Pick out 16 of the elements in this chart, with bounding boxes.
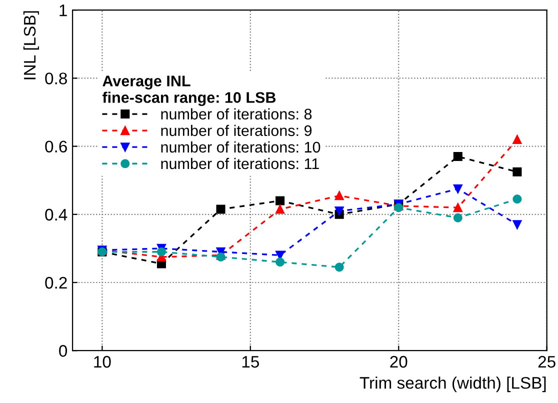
y-tick-label: 0.6 xyxy=(45,140,67,152)
y-tick-label: 0 xyxy=(59,345,68,357)
y-tick-label: 1 xyxy=(60,4,67,16)
y-tick-label: 0.4 xyxy=(45,208,68,221)
x-tick-label: 10 xyxy=(94,356,111,368)
x-tick-label: 20 xyxy=(390,356,408,368)
x-tick-label: 15 xyxy=(242,356,259,368)
x-axis-title: Trim search (width) [LSB] xyxy=(360,376,546,392)
legend-label: number of iterations: 9 xyxy=(161,124,312,136)
y-tick-label: 0.2 xyxy=(45,276,67,289)
legend-label: number of iterations: 10 xyxy=(161,141,320,153)
legend-label: number of iterations: 8 xyxy=(161,108,312,120)
x-tick-label: 25 xyxy=(538,356,556,368)
legend-label: number of iterations: 11 xyxy=(161,158,319,170)
y-tick-label: 0.8 xyxy=(45,72,67,84)
y-axis-title: INL [LSB] xyxy=(23,11,39,80)
